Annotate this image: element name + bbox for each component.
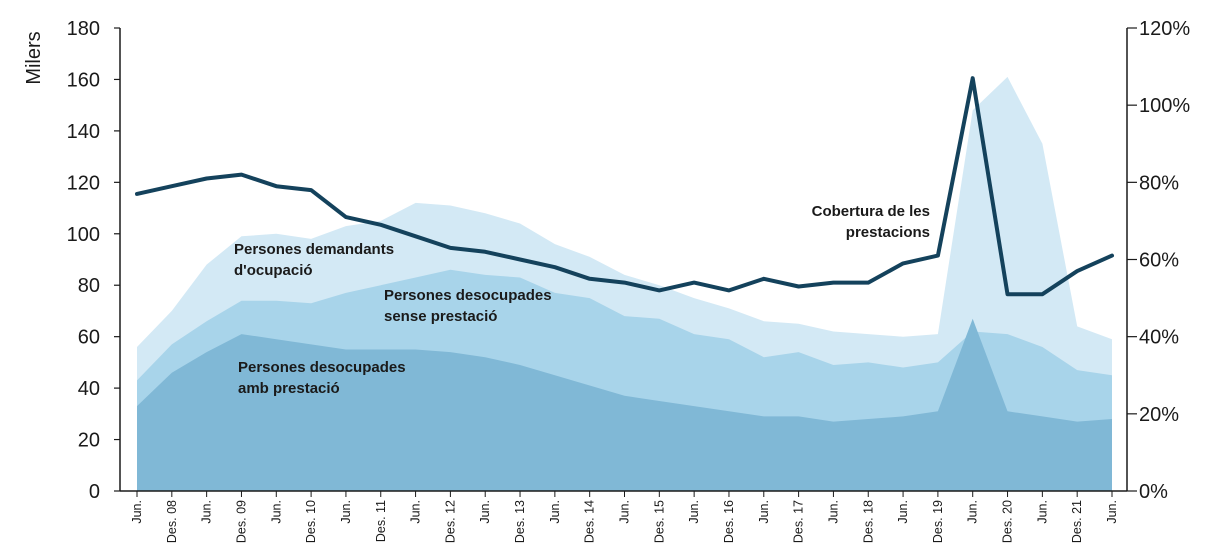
axes-group: 0 20 40 60 80 100 120 140 160 180 0% 20% 40% 60% 80% 10… [67, 18, 1191, 543]
y-tick-label: 100 [67, 224, 100, 246]
x-tick-label: Des. 08 [165, 500, 179, 543]
x-tick-label: Jun. [757, 500, 771, 524]
area-series-3 [137, 318, 1112, 491]
line-series-group [135, 76, 1114, 297]
x-tick-label: Des. 20 [1001, 500, 1015, 543]
x-tick-label: Jun. [548, 500, 562, 524]
y2-tick-label: 20% [1139, 404, 1179, 426]
y-tick-label: 0 [89, 481, 100, 503]
y-tick-label: 160 [67, 69, 100, 91]
x-tick-label: Des. 12 [443, 500, 457, 543]
annotation-label-4: Cobertura de les prestacions [812, 203, 930, 241]
x-tick-label: Des. 14 [583, 500, 597, 543]
y-tick-label: 180 [67, 18, 100, 40]
x-tick-label: Des. 19 [931, 500, 945, 543]
x-tick-label: Des. 13 [513, 500, 527, 543]
annotation-label-3: Persones desocupades amb prestació [238, 359, 406, 397]
y-tick-label: 40 [78, 378, 100, 400]
x-tick-label: Des. 09 [235, 500, 249, 543]
x-tick-label: Jun. [687, 500, 701, 524]
annotation-label-2: Persones desocupades sense prestació [384, 287, 552, 325]
x-tick-label: Jun. [478, 500, 492, 524]
y2-tick-label: 120% [1139, 18, 1190, 40]
x-tick-label: Des. 18 [861, 500, 875, 543]
y-tick-label: 60 [78, 327, 100, 349]
x-tick-label: Jun. [409, 500, 423, 524]
x-tick-label: Jun. [618, 500, 632, 524]
x-tick-label: Des. 16 [722, 500, 736, 543]
x-tick-label: Jun. [339, 500, 353, 524]
y-tick-label: 20 [78, 430, 100, 452]
x-tick-label: Des. 21 [1070, 500, 1084, 543]
x-tick-label: Des. 10 [304, 500, 318, 543]
x-tick-label: Jun. [966, 500, 980, 524]
y-tick-label: 80 [78, 275, 100, 297]
coverage-line [135, 76, 1114, 297]
x-tick-label: Jun. [826, 500, 840, 524]
y2-tick-label: 0% [1139, 481, 1168, 503]
y-axis-label: Milers [23, 31, 45, 84]
x-tick-label: Jun. [269, 500, 283, 524]
x-tick-label: Jun. [200, 500, 214, 524]
y2-tick-label: 100% [1139, 95, 1190, 117]
annotation-group: Persones demandants d'ocupació Persones de… [234, 203, 930, 397]
x-tick-label: Jun. [896, 500, 910, 524]
annotation-label-1: Persones demandants d'ocupació [234, 241, 394, 279]
y-tick-label: 140 [67, 121, 100, 143]
y-tick-label: 120 [67, 172, 100, 194]
x-tick-label: Jun. [130, 500, 144, 524]
x-tick-label: Des. 17 [792, 500, 806, 543]
x-tick-label: Jun. [1035, 500, 1049, 524]
x-tick-label: Des. 15 [652, 500, 666, 543]
x-tick-label: Jun. [1105, 500, 1119, 524]
x-tick-label: Des. 11 [374, 500, 388, 542]
y2-tick-label: 60% [1139, 250, 1179, 272]
y2-tick-label: 80% [1139, 172, 1179, 194]
y2-tick-label: 40% [1139, 327, 1179, 349]
